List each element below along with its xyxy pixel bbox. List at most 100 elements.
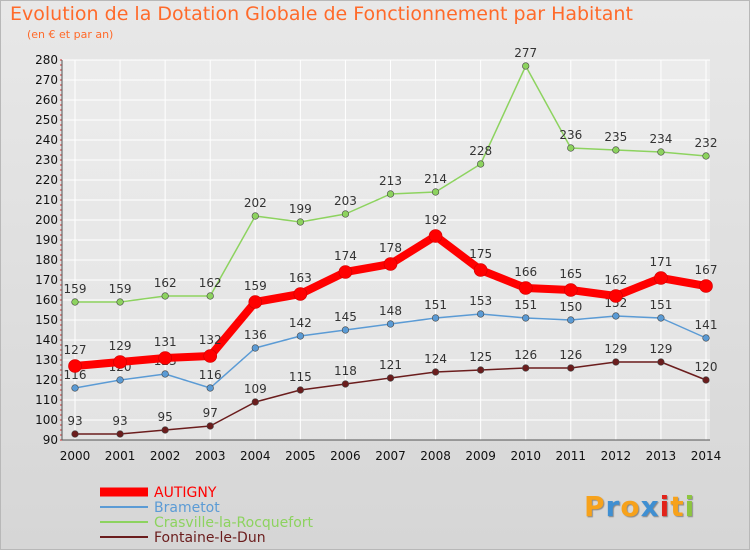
data-point: [341, 210, 350, 218]
data-label: 141: [695, 318, 718, 332]
data-point: [206, 422, 214, 430]
data-label: 232: [695, 136, 718, 150]
data-point: [518, 281, 533, 295]
data-label: 116: [64, 368, 87, 382]
data-label: 162: [604, 273, 627, 287]
data-label: 171: [649, 255, 672, 269]
x-tick-label: 2004: [240, 449, 271, 463]
data-point: [699, 279, 713, 293]
data-point: [609, 289, 623, 303]
data-point: [386, 190, 395, 198]
data-label: 163: [289, 271, 312, 285]
data-label: 93: [112, 414, 127, 428]
y-tick-label: 120: [35, 373, 58, 387]
data-label: 213: [379, 174, 402, 188]
data-label: 159: [64, 282, 87, 296]
data-label: 151: [514, 298, 537, 312]
data-point: [567, 364, 575, 372]
data-point: [522, 62, 530, 70]
data-label: 159: [244, 279, 267, 293]
x-tick-label: 2014: [691, 449, 722, 463]
data-label: 234: [649, 132, 672, 146]
data-point: [116, 376, 124, 384]
y-tick-label: 200: [35, 213, 58, 227]
y-tick-label: 140: [35, 333, 58, 347]
data-label: 235: [604, 130, 627, 144]
data-point: [203, 349, 218, 363]
chart-subtitle: (en € et par an): [27, 28, 114, 41]
y-tick-label: 220: [35, 173, 58, 187]
data-point: [383, 257, 398, 271]
data-label: 129: [649, 342, 672, 356]
data-point: [251, 212, 259, 220]
data-label: 127: [64, 343, 87, 357]
data-point: [341, 326, 350, 334]
data-label: 120: [695, 360, 718, 374]
data-point: [522, 314, 530, 322]
y-tick-label: 180: [35, 253, 58, 267]
data-label: 136: [244, 328, 267, 342]
data-point: [71, 298, 79, 306]
x-tick-label: 2002: [150, 449, 181, 463]
data-label: 95: [158, 410, 173, 424]
data-label: 236: [559, 128, 582, 142]
x-tick-label: 2008: [420, 449, 451, 463]
y-tick-label: 230: [35, 153, 58, 167]
x-tick-label: 2013: [646, 449, 677, 463]
data-label: 115: [289, 370, 312, 384]
legend-label: Brametot: [154, 500, 220, 516]
data-label: 121: [379, 358, 402, 372]
logo-letter: x: [640, 490, 660, 523]
y-tick-label: 130: [35, 353, 58, 367]
data-label: 109: [244, 382, 267, 396]
logo-letter: i: [659, 490, 671, 523]
data-label: 151: [424, 298, 447, 312]
data-label: 228: [469, 144, 492, 158]
x-tick-label: 2000: [60, 449, 91, 463]
data-point: [612, 312, 620, 320]
data-point: [477, 366, 485, 374]
y-tick-label: 240: [35, 133, 58, 147]
data-label: 126: [559, 348, 582, 362]
data-point: [71, 384, 79, 392]
data-label: 148: [379, 304, 402, 318]
data-label: 203: [334, 194, 357, 208]
data-point: [431, 368, 440, 376]
data-point: [296, 386, 304, 394]
data-point: [113, 355, 127, 369]
logo-letter: o: [620, 490, 641, 523]
data-point: [158, 351, 172, 365]
x-tick-label: 2009: [465, 449, 496, 463]
data-point: [386, 374, 395, 382]
legend-label: Crasville-la-Rocquefort: [154, 515, 314, 531]
data-point: [702, 334, 710, 342]
y-tick-label: 90: [43, 433, 58, 447]
y-tick-label: 150: [35, 313, 58, 327]
data-label: 199: [289, 202, 312, 216]
data-point: [657, 314, 665, 322]
data-point: [296, 218, 304, 226]
legend-label: AUTIGNY: [154, 485, 217, 501]
data-label: 118: [334, 364, 357, 378]
data-point: [251, 344, 259, 352]
data-point: [431, 314, 440, 322]
y-tick-label: 250: [35, 113, 58, 127]
data-point: [293, 287, 308, 301]
data-point: [567, 316, 575, 324]
logo-letter: i: [684, 490, 696, 523]
data-point: [657, 358, 665, 366]
data-label: 97: [203, 406, 218, 420]
data-point: [522, 364, 530, 372]
y-tick-label: 260: [35, 93, 58, 107]
data-label: 166: [514, 265, 537, 279]
data-point: [657, 148, 665, 156]
data-point: [248, 295, 263, 309]
data-label: 131: [154, 335, 177, 349]
data-point: [71, 430, 79, 438]
data-point: [612, 146, 620, 154]
data-label: 165: [559, 267, 582, 281]
proxiti-logo: Proxiti: [584, 490, 695, 523]
data-label: 125: [469, 350, 492, 364]
